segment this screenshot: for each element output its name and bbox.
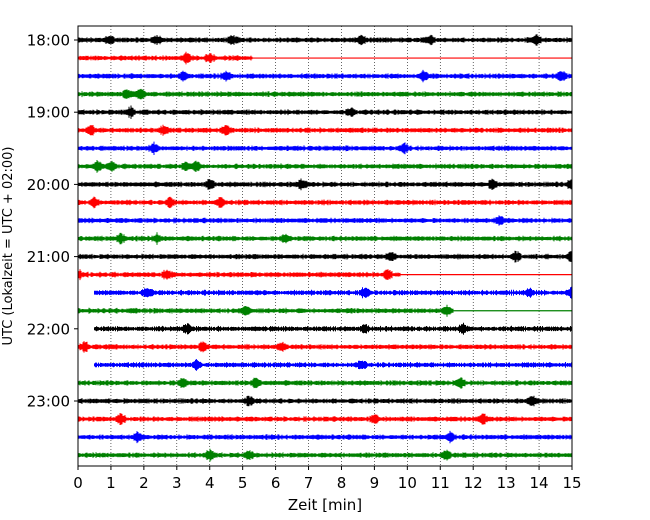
trace [77,105,573,119]
x-tick-label: 9 [370,474,380,492]
trace [77,34,573,46]
x-tick-label: 1 [106,474,116,492]
grid-lines [110,26,540,466]
x-tick-label: 2 [139,474,149,492]
y-tick-label: 20:00 [27,176,70,194]
trace [77,88,573,100]
trace [77,160,573,173]
trace [77,232,573,245]
x-tick-label: 10 [398,474,417,492]
trace [77,304,572,317]
x-tick-label: 5 [238,474,248,492]
x-tick-label: 12 [464,474,483,492]
trace [77,430,573,444]
plot-frame [77,25,573,467]
seismogram-traces [77,34,573,462]
trace [77,69,573,83]
x-tick-label: 15 [562,474,581,492]
trace [77,413,573,425]
y-tick-label: 19:00 [27,104,70,122]
trace [77,341,573,353]
x-axis-ticks: 0 1 2 3 4 5 6 7 8 9 10 11 12 13 14 15 [73,466,582,492]
trace [77,250,573,263]
trace [77,395,573,407]
x-tick-label: 13 [497,474,516,492]
x-tick-label: 0 [73,474,83,492]
x-tick-label: 11 [431,474,450,492]
y-tick-label: 21:00 [27,248,70,266]
x-tick-label: 3 [172,474,182,492]
trace [77,377,573,389]
x-tick-label: 8 [337,474,347,492]
y-axis-label: UTC (Lokalzeit = UTC + 02:00) [1,147,16,346]
trace [77,141,573,155]
x-axis-label: Zeit [min] [288,496,362,514]
trace [77,178,573,191]
trace [77,196,573,209]
trace [77,51,572,65]
trace [77,124,573,136]
x-tick-label: 6 [271,474,281,492]
y-axis-ticks: 18:00 19:00 20:00 21:00 22:00 23:00 [27,32,78,411]
trace [94,322,572,335]
trace [94,286,572,299]
y-tick-label: 22:00 [27,320,70,338]
trace [94,359,572,371]
x-tick-label: 7 [304,474,314,492]
y-tick-label: 18:00 [27,32,70,50]
trace [77,448,573,462]
y-tick-label: 23:00 [27,393,70,411]
trace [77,268,572,281]
x-tick-label: 4 [205,474,215,492]
x-tick-label: 14 [530,474,549,492]
trace [77,215,573,226]
